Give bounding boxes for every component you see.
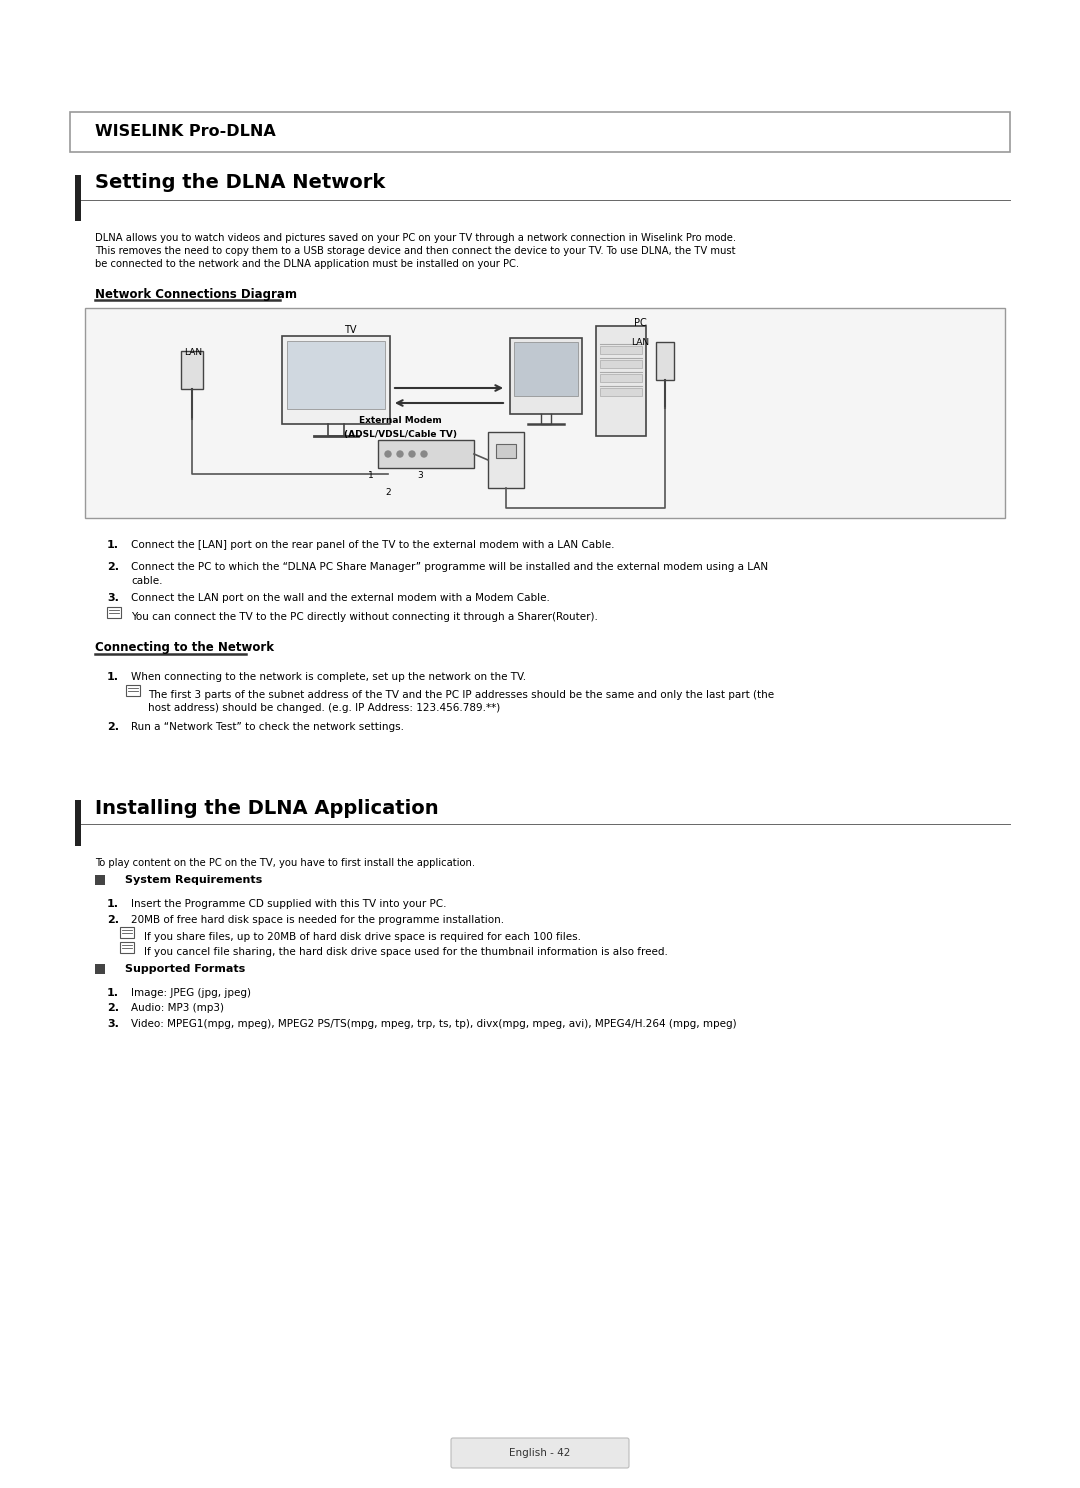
- Bar: [496, 443, 516, 458]
- Text: 2.: 2.: [107, 722, 119, 732]
- Text: System Requirements: System Requirements: [125, 875, 262, 885]
- Text: To play content on the PC on the TV, you have to first install the application.: To play content on the PC on the TV, you…: [95, 859, 475, 868]
- Bar: [488, 432, 524, 488]
- Text: Image: JPEG (jpg, jpeg): Image: JPEG (jpg, jpeg): [131, 988, 251, 998]
- Text: Audio: MP3 (mp3): Audio: MP3 (mp3): [131, 1003, 224, 1013]
- Circle shape: [397, 451, 403, 457]
- Text: 1.: 1.: [107, 899, 119, 909]
- Text: cable.: cable.: [131, 576, 162, 586]
- Text: Network Connections Diagram: Network Connections Diagram: [95, 289, 297, 301]
- Bar: [75, 176, 81, 222]
- Text: Installing the DLNA Application: Installing the DLNA Application: [95, 799, 438, 817]
- Bar: [600, 360, 642, 368]
- Circle shape: [421, 451, 427, 457]
- Text: PC: PC: [634, 318, 646, 327]
- FancyBboxPatch shape: [126, 684, 140, 696]
- Text: 1.: 1.: [107, 540, 119, 551]
- Bar: [287, 341, 384, 409]
- Text: 2.: 2.: [107, 915, 119, 926]
- Text: WISELINK Pro-DLNA: WISELINK Pro-DLNA: [95, 125, 275, 140]
- Bar: [596, 326, 646, 436]
- Text: Connect the [LAN] port on the rear panel of the TV to the external modem with a : Connect the [LAN] port on the rear panel…: [131, 540, 615, 551]
- Text: If you share files, up to 20MB of hard disk drive space is required for each 100: If you share files, up to 20MB of hard d…: [144, 931, 581, 942]
- Text: Supported Formats: Supported Formats: [125, 964, 245, 975]
- Text: Setting the DLNA Network: Setting the DLNA Network: [95, 174, 386, 192]
- Text: 1: 1: [368, 472, 374, 481]
- Text: Connecting to the Network: Connecting to the Network: [95, 641, 274, 655]
- Circle shape: [384, 451, 391, 457]
- Text: 3: 3: [417, 472, 423, 481]
- Text: DLNA allows you to watch videos and pictures saved on your PC on your TV through: DLNA allows you to watch videos and pict…: [95, 234, 737, 243]
- FancyBboxPatch shape: [120, 942, 134, 952]
- Text: host address) should be changed. (e.g. IP Address: 123.456.789.**): host address) should be changed. (e.g. I…: [148, 702, 500, 713]
- Text: 20MB of free hard disk space is needed for the programme installation.: 20MB of free hard disk space is needed f…: [131, 915, 504, 926]
- Bar: [600, 347, 642, 354]
- Bar: [656, 342, 674, 379]
- FancyBboxPatch shape: [451, 1437, 629, 1469]
- Bar: [600, 388, 642, 396]
- Text: 3.: 3.: [107, 1019, 119, 1030]
- FancyBboxPatch shape: [107, 607, 121, 618]
- Bar: [600, 373, 642, 382]
- Text: 2.: 2.: [107, 562, 119, 571]
- Text: If you cancel file sharing, the hard disk drive space used for the thumbnail inf: If you cancel file sharing, the hard dis…: [144, 946, 667, 957]
- Text: 2.: 2.: [107, 1003, 119, 1013]
- Text: Insert the Programme CD supplied with this TV into your PC.: Insert the Programme CD supplied with th…: [131, 899, 446, 909]
- Bar: [95, 964, 105, 975]
- Text: LAN: LAN: [631, 338, 649, 347]
- Bar: [95, 875, 105, 885]
- Text: 1.: 1.: [107, 673, 119, 682]
- Text: LAN: LAN: [184, 348, 202, 357]
- Circle shape: [409, 451, 415, 457]
- Text: TV: TV: [343, 324, 356, 335]
- Text: Run a “Network Test” to check the network settings.: Run a “Network Test” to check the networ…: [131, 722, 404, 732]
- Text: Connect the PC to which the “DLNA PC Share Manager” programme will be installed : Connect the PC to which the “DLNA PC Sha…: [131, 562, 768, 571]
- Bar: [181, 351, 203, 388]
- Bar: [85, 308, 1005, 518]
- Bar: [282, 336, 390, 424]
- Text: Connect the LAN port on the wall and the external modem with a Modem Cable.: Connect the LAN port on the wall and the…: [131, 594, 550, 603]
- Text: When connecting to the network is complete, set up the network on the TV.: When connecting to the network is comple…: [131, 673, 526, 682]
- Text: External Modem: External Modem: [359, 417, 442, 426]
- Text: The first 3 parts of the subnet address of the TV and the PC IP addresses should: The first 3 parts of the subnet address …: [148, 690, 774, 699]
- Text: 3.: 3.: [107, 594, 119, 603]
- Text: English - 42: English - 42: [510, 1448, 570, 1458]
- Bar: [378, 440, 474, 469]
- Text: This removes the need to copy them to a USB storage device and then connect the : This removes the need to copy them to a …: [95, 246, 735, 256]
- Bar: [75, 801, 81, 847]
- Text: You can connect the TV to the PC directly without connecting it through a Sharer: You can connect the TV to the PC directl…: [131, 612, 598, 622]
- Bar: [70, 112, 1010, 152]
- Text: be connected to the network and the DLNA application must be installed on your P: be connected to the network and the DLNA…: [95, 259, 519, 269]
- Text: (ADSL/VDSL/Cable TV): (ADSL/VDSL/Cable TV): [343, 430, 457, 439]
- Text: 2: 2: [386, 488, 391, 497]
- Bar: [514, 342, 578, 396]
- FancyBboxPatch shape: [120, 927, 134, 937]
- Text: 1.: 1.: [107, 988, 119, 998]
- Bar: [510, 338, 582, 414]
- Text: Video: MPEG1(mpg, mpeg), MPEG2 PS/TS(mpg, mpeg, trp, ts, tp), divx(mpg, mpeg, av: Video: MPEG1(mpg, mpeg), MPEG2 PS/TS(mpg…: [131, 1019, 737, 1030]
